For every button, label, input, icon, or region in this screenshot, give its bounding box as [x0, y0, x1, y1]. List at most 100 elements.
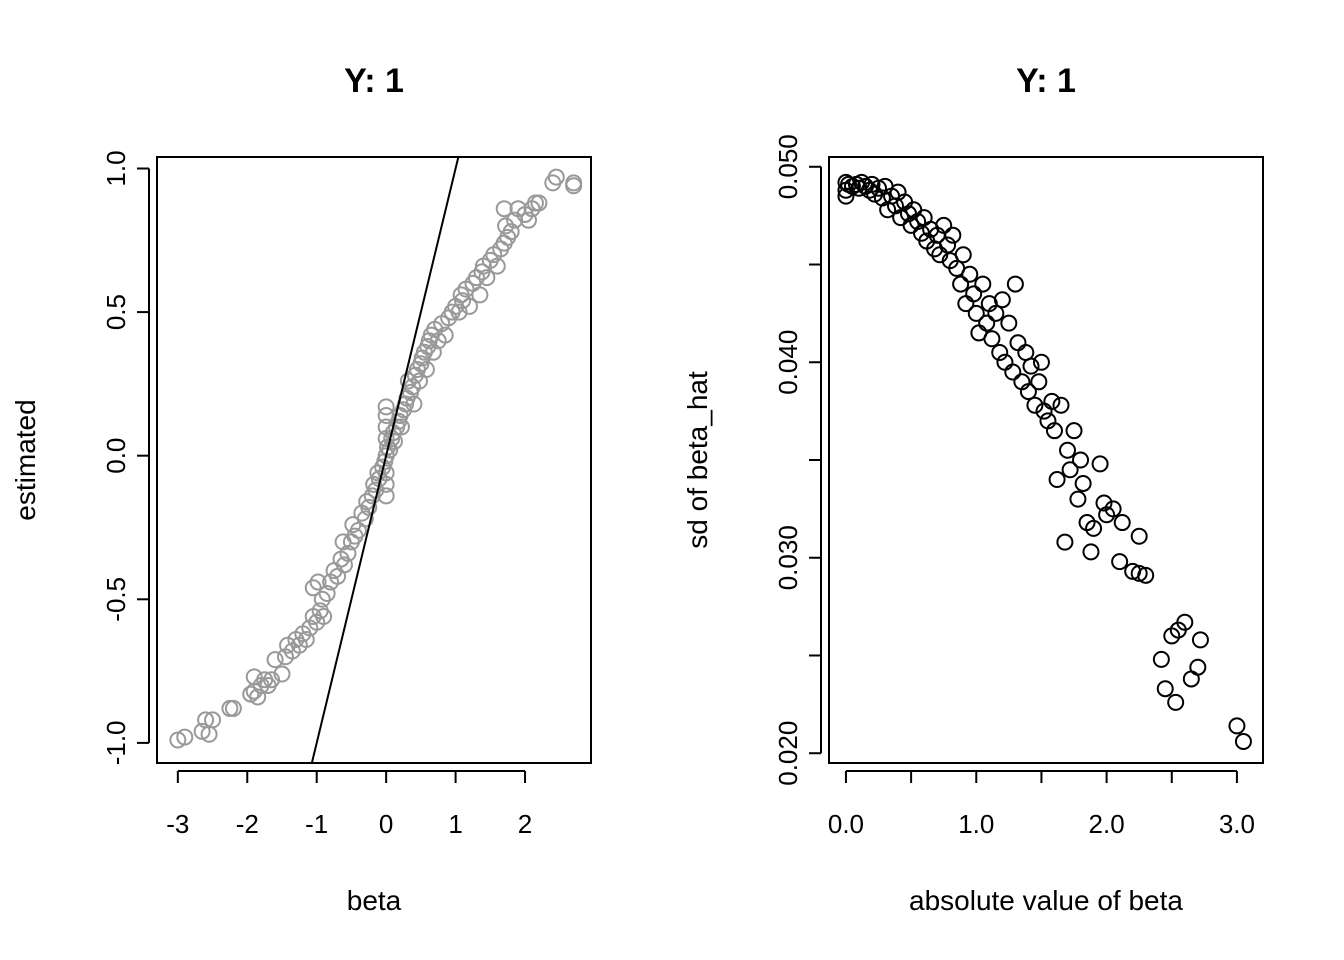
data-point [961, 265, 979, 283]
data-point [356, 510, 374, 528]
x-tick-label: -3 [166, 809, 189, 839]
data-point [1074, 474, 1092, 492]
data-point [1069, 490, 1087, 508]
y-tick-label: 0.020 [773, 721, 803, 786]
y-axis-label: sd of beta_hat [682, 371, 713, 549]
data-point [952, 275, 970, 293]
data-point [1113, 514, 1131, 532]
x-axis-label: beta [347, 885, 402, 916]
data-point [266, 651, 284, 669]
data-point [176, 728, 194, 746]
x-tick-label: 0 [379, 809, 393, 839]
data-point [304, 579, 322, 597]
data-point [1176, 613, 1194, 631]
data-point [506, 211, 524, 229]
data-point [263, 671, 281, 689]
data-point [478, 269, 496, 287]
data-point [1234, 732, 1252, 750]
x-tick-label: 2.0 [1089, 809, 1125, 839]
x-tick-label: 3.0 [1219, 809, 1255, 839]
x-tick-label: -1 [305, 809, 328, 839]
data-point [1130, 564, 1148, 582]
data-point [944, 226, 962, 244]
data-point [991, 343, 1009, 361]
data-point [1189, 658, 1207, 676]
data-point [939, 236, 957, 254]
data-point [1095, 494, 1113, 512]
data-point [1156, 680, 1174, 698]
y-tick-label: 1.0 [101, 150, 131, 186]
x-tick-label: 1 [448, 809, 462, 839]
data-point [297, 631, 315, 649]
data-point [417, 361, 435, 379]
data-point [1026, 396, 1044, 414]
data-point [502, 223, 520, 241]
data-point [1085, 519, 1103, 537]
data-point [520, 211, 538, 229]
data-point [309, 573, 327, 591]
data-point [870, 179, 888, 197]
data-point [1072, 451, 1090, 469]
data-point [1004, 363, 1022, 381]
x-tick-label: 1.0 [958, 809, 994, 839]
panel-estimated-vs-beta: Y: 1 -3 -2 -1 0 1 2 -1.0 -0.5 0.0 0.5 1.0 beta es… [10, 62, 592, 916]
scatter-points [837, 173, 1252, 750]
data-point [249, 688, 267, 706]
data-point [965, 285, 983, 303]
data-point [471, 286, 489, 304]
data-point [318, 585, 336, 603]
y-tick-label: 0.030 [773, 525, 803, 590]
data-point [935, 216, 953, 234]
data-point [993, 291, 1011, 309]
data-point [1048, 471, 1066, 489]
chart-title: Y: 1 [1016, 62, 1076, 100]
data-point [377, 398, 395, 416]
data-point [1032, 353, 1050, 371]
plot-frame [156, 156, 592, 764]
data-point [974, 275, 992, 293]
y-tick-label: 0.050 [773, 134, 803, 199]
y-axis: -1.0 -0.5 0.0 0.5 1.0 [101, 150, 150, 765]
data-point [339, 544, 357, 562]
data-point [547, 168, 565, 186]
data-point [978, 314, 996, 332]
x-tick-label: -2 [236, 809, 259, 839]
x-axis: 0.0 1.0 2.0 3.0 [828, 770, 1255, 839]
y-tick-label: 0.040 [773, 330, 803, 395]
data-point [1091, 455, 1109, 473]
data-point [1000, 314, 1018, 332]
data-point [1059, 441, 1077, 459]
y-tick-label: -0.5 [101, 577, 131, 622]
data-point [313, 590, 331, 608]
data-point [436, 326, 454, 344]
x-tick-label: 2 [518, 809, 532, 839]
data-point [200, 725, 218, 743]
data-point [315, 608, 333, 626]
data-point [1065, 422, 1083, 440]
data-point [1052, 396, 1070, 414]
data-point [1030, 373, 1048, 391]
data-point [954, 246, 972, 264]
data-point [1228, 717, 1246, 735]
x-tick-label: 0.0 [828, 809, 864, 839]
data-point [1111, 553, 1129, 571]
data-point [424, 343, 442, 361]
data-point [1082, 543, 1100, 561]
data-point [1056, 533, 1074, 551]
data-point [1043, 392, 1061, 410]
data-point [221, 699, 239, 717]
y-tick-label: -1.0 [101, 720, 131, 765]
data-point [1104, 500, 1122, 518]
data-point [224, 699, 242, 717]
y-tick-label: 0.0 [101, 438, 131, 474]
panel-sd-vs-abs-beta: Y: 1 0.0 1.0 2.0 3.0 0.020 0.030 0.040 0.050 a… [682, 62, 1264, 916]
data-point [460, 297, 478, 315]
data-point [377, 464, 395, 482]
data-point [967, 304, 985, 322]
data-point [1191, 631, 1209, 649]
data-point [405, 395, 423, 413]
reference-line [310, 156, 460, 764]
data-point [273, 665, 291, 683]
data-point [497, 217, 515, 235]
